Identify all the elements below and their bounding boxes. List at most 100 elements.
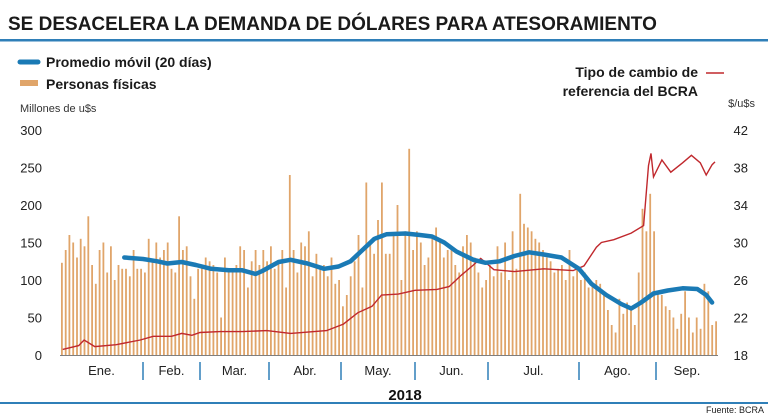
bar — [454, 265, 457, 355]
bar — [110, 246, 112, 356]
source-note: Fuente: BCRA — [706, 405, 764, 415]
bar — [691, 332, 694, 355]
bar — [72, 242, 75, 355]
bar — [208, 261, 211, 356]
bar — [197, 268, 199, 356]
bar — [204, 257, 207, 355]
bar — [300, 242, 303, 355]
bar — [121, 268, 124, 356]
bar — [641, 208, 644, 356]
bar — [561, 265, 563, 355]
bar — [151, 261, 154, 356]
bar — [315, 253, 318, 356]
left-tick-label: 50 — [28, 311, 42, 326]
bar — [587, 287, 590, 355]
bar — [469, 242, 472, 355]
bar — [435, 227, 437, 355]
bar — [273, 268, 276, 356]
bar — [530, 231, 533, 356]
bar — [189, 276, 192, 356]
right-axis-ticks: 18 22 26 30 34 38 42 — [734, 123, 748, 363]
bar — [511, 231, 514, 356]
x-axis-year: 2018 — [388, 387, 421, 404]
bar — [458, 272, 461, 355]
bar — [113, 280, 116, 355]
bar — [545, 257, 548, 355]
bar — [450, 246, 453, 356]
right-tick-label: 30 — [734, 236, 748, 251]
bar — [87, 216, 90, 356]
bar — [174, 272, 177, 355]
bar — [277, 261, 280, 356]
legend-fx-label-1: Tipo de cambio de — [575, 64, 698, 80]
bar — [466, 235, 468, 355]
bar — [178, 216, 180, 356]
left-axis-label: Millones de u$s — [20, 103, 97, 115]
bar — [637, 272, 640, 355]
right-tick-label: 42 — [734, 123, 748, 138]
left-tick-label: 300 — [20, 123, 42, 138]
bar — [419, 242, 422, 355]
bar — [660, 295, 663, 355]
bar — [680, 313, 683, 356]
bar — [715, 321, 717, 356]
bar — [549, 261, 552, 356]
left-axis-ticks: 0 50 100 150 200 250 300 — [20, 123, 42, 363]
bar — [224, 257, 226, 355]
bar — [630, 306, 632, 356]
bar — [311, 276, 314, 356]
bar — [583, 272, 586, 355]
bar — [618, 298, 621, 356]
bar — [227, 268, 230, 356]
left-tick-label: 250 — [20, 161, 42, 176]
title-rule — [0, 39, 768, 42]
bar — [599, 283, 602, 356]
month-label: May. — [364, 363, 391, 378]
bar — [568, 250, 571, 355]
bar — [672, 317, 675, 355]
bar — [657, 291, 659, 356]
bar — [212, 265, 215, 355]
bar — [79, 238, 82, 356]
month-label: Feb. — [158, 363, 184, 378]
bar — [699, 328, 702, 356]
bar — [170, 268, 173, 356]
bar — [526, 227, 529, 355]
bar — [481, 287, 484, 355]
bar — [500, 272, 503, 355]
bar — [515, 268, 518, 356]
bar — [664, 306, 667, 356]
month-label: Jun. — [439, 363, 464, 378]
month-labels: Ene. Feb. Mar. Abr. May. Jun. Jul. Ago. Sep. — [88, 362, 700, 380]
bar — [703, 283, 706, 356]
bar — [136, 268, 139, 356]
bar — [182, 250, 184, 355]
bar — [193, 298, 196, 356]
bar — [504, 242, 506, 355]
bar — [185, 246, 188, 356]
moving-average-line — [122, 231, 715, 311]
bar — [334, 283, 337, 356]
bar — [262, 250, 265, 355]
bar — [307, 231, 310, 356]
bar — [633, 325, 636, 355]
bar — [68, 235, 71, 355]
bar — [345, 295, 348, 355]
bar — [676, 328, 679, 356]
bar — [534, 238, 537, 356]
chart-title: SE DESACELERA LA DEMANDA DE DÓLARES PARA… — [8, 13, 657, 35]
bar — [707, 291, 710, 356]
month-label: Abr. — [293, 363, 316, 378]
bar — [281, 250, 284, 355]
bar — [83, 246, 86, 356]
legend-fx-label-2: referencia del BCRA — [563, 83, 698, 99]
right-tick-label: 18 — [734, 348, 748, 363]
bottom-rule — [0, 402, 768, 404]
bar — [61, 262, 63, 356]
bar — [614, 332, 617, 355]
bar — [576, 268, 578, 356]
bar — [496, 246, 499, 356]
bar — [216, 272, 219, 355]
bar — [489, 265, 491, 355]
